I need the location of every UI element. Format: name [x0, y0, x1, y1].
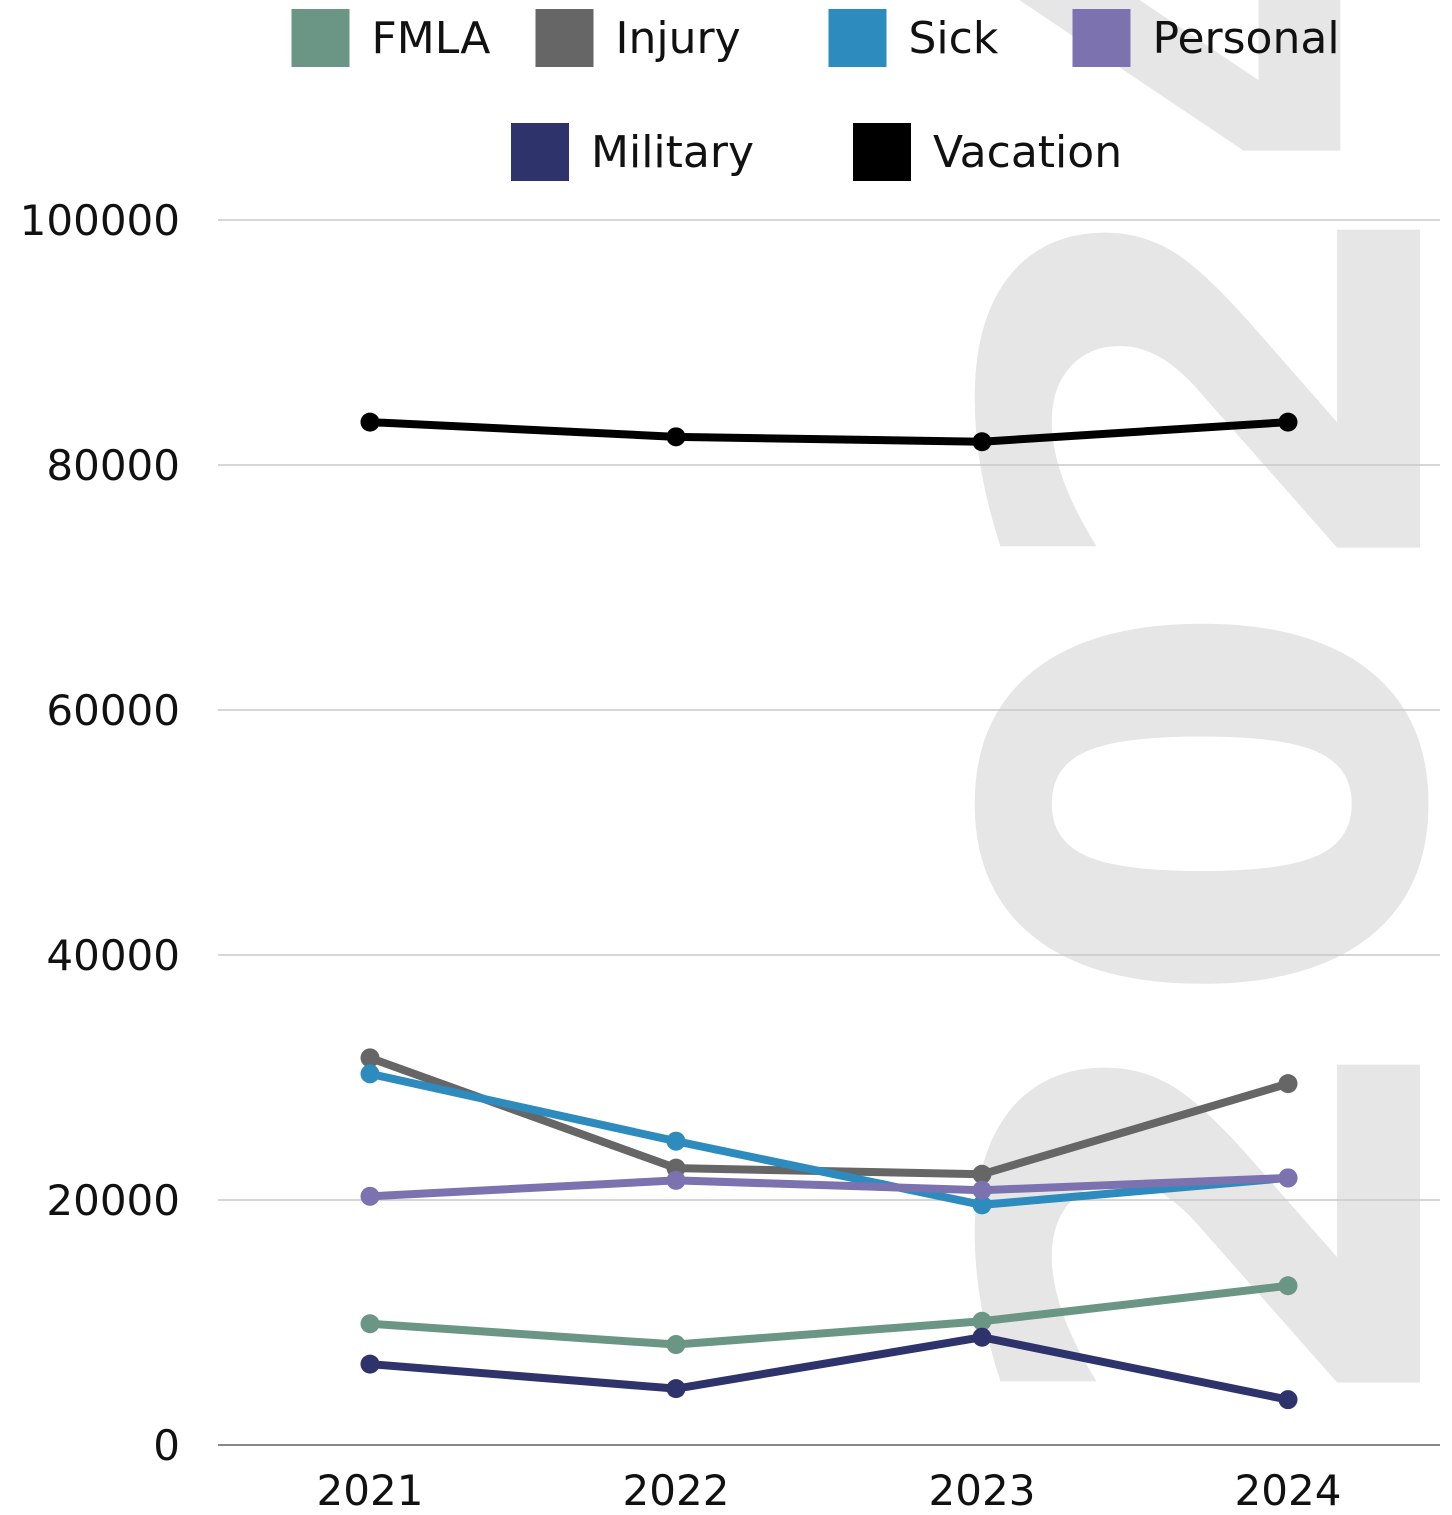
x-tick-label: 2021 [317, 1466, 424, 1515]
series-line [366, 1069, 1292, 1209]
data-point [972, 432, 992, 452]
legend-swatch [828, 9, 887, 67]
legend-item-military: Military [511, 123, 754, 181]
legend-swatch [535, 9, 594, 67]
data-point [972, 1180, 992, 1200]
data-point [1278, 1276, 1298, 1296]
watermark-text: 2024 [863, 0, 1452, 1430]
legend-swatch [291, 9, 350, 67]
series-line [366, 1333, 1292, 1404]
data-point [360, 1186, 380, 1206]
data-point [666, 1335, 686, 1355]
data-point [1278, 1168, 1298, 1188]
x-tick-label: 2023 [929, 1466, 1036, 1515]
gridlines [218, 219, 1440, 1446]
data-point [972, 1164, 992, 1184]
legend-item-injury: Injury [535, 9, 741, 67]
legend-swatch [511, 123, 569, 181]
data-point [972, 1195, 992, 1215]
y-tick-label: 80000 [46, 441, 180, 490]
y-tick-label: 100000 [20, 196, 180, 245]
y-tick-label: 60000 [46, 686, 180, 735]
legend-item-fmla: FMLA [291, 9, 491, 67]
data-point [1278, 412, 1298, 432]
legend-item-sick: Sick [828, 9, 999, 67]
legend-label: Personal [1153, 13, 1340, 64]
legend-label: Injury [616, 13, 741, 64]
legend-item-personal: Personal [1072, 9, 1340, 67]
data-point [360, 1314, 380, 1334]
watermark: 2024 [863, 0, 1452, 1430]
x-axis: 2021 2022 2023 2024 [317, 1466, 1342, 1515]
data-point [1278, 1390, 1298, 1410]
data-point [360, 1354, 380, 1374]
data-point [360, 1064, 380, 1084]
x-tick-label: 2022 [623, 1466, 730, 1515]
series-fmla [360, 1276, 1298, 1355]
y-tick-label: 40000 [46, 931, 180, 980]
series-military [360, 1327, 1298, 1410]
data-point [666, 1170, 686, 1190]
data-point [360, 412, 380, 432]
y-axis: 0 20000 40000 60000 80000 100000 [20, 196, 180, 1470]
data-point [666, 1131, 686, 1151]
legend-swatch [1072, 9, 1131, 67]
legend-label: Vacation [933, 127, 1122, 178]
legend-label: FMLA [372, 13, 491, 64]
data-point [972, 1327, 992, 1347]
data-point [360, 1048, 380, 1068]
series-personal [360, 1168, 1298, 1206]
series-lines [360, 412, 1298, 1410]
y-tick-label: 0 [153, 1421, 180, 1470]
data-point [972, 1311, 992, 1331]
x-tick-label: 2024 [1235, 1466, 1342, 1515]
legend-item-vacation: Vacation [853, 123, 1122, 181]
data-point [666, 1379, 686, 1399]
legend-swatch [853, 123, 911, 181]
series-line [366, 1281, 1292, 1349]
series-line [366, 1173, 1292, 1201]
data-point [666, 427, 686, 447]
legend-label: Military [591, 127, 754, 178]
series-line [366, 418, 1292, 446]
legend: FMLA Injury Sick Personal Military Vacation [291, 9, 1340, 181]
data-point [1278, 1074, 1298, 1094]
y-tick-label: 20000 [46, 1176, 180, 1225]
series-vacation [360, 412, 1298, 452]
legend-label: Sick [909, 13, 999, 64]
